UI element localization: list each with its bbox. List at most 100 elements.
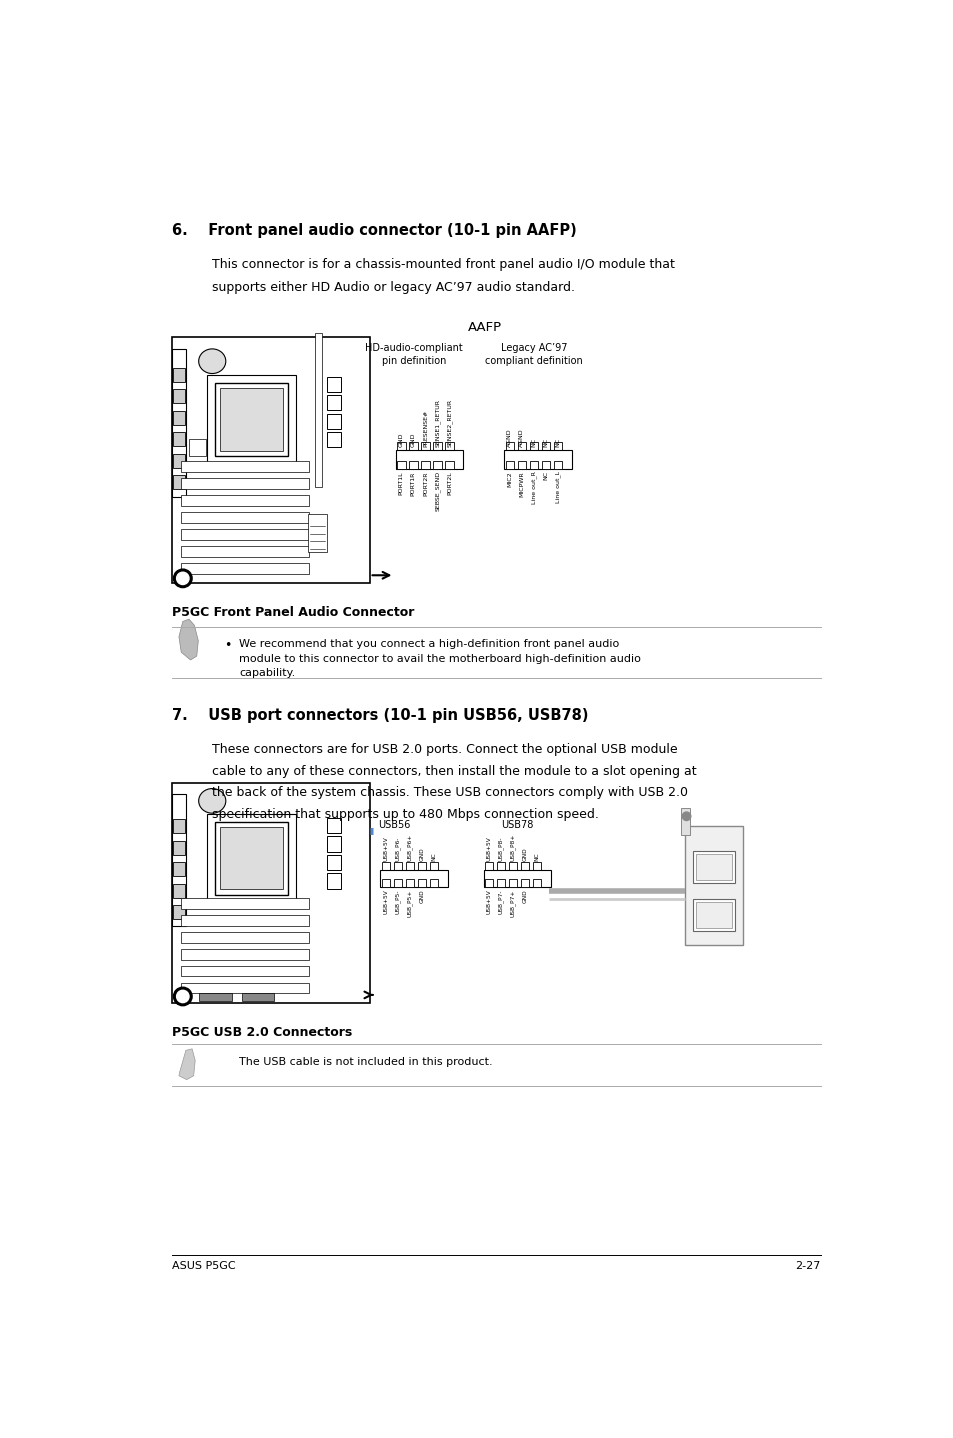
Bar xyxy=(429,880,437,887)
Polygon shape xyxy=(179,1048,195,1080)
Bar xyxy=(381,880,390,887)
Bar xyxy=(505,441,514,450)
Text: AAFP: AAFP xyxy=(468,321,501,334)
Bar xyxy=(409,462,417,469)
Bar xyxy=(541,462,550,469)
Text: AGND: AGND xyxy=(518,429,524,447)
Bar xyxy=(172,454,185,467)
Circle shape xyxy=(681,812,690,821)
Text: P5GC USB 2.0 Connectors: P5GC USB 2.0 Connectors xyxy=(172,1025,352,1038)
Text: Line out_R: Line out_R xyxy=(531,472,537,505)
Text: MIC2: MIC2 xyxy=(507,472,512,487)
Text: NC: NC xyxy=(543,439,548,447)
Bar xyxy=(445,462,454,469)
Bar xyxy=(181,479,309,489)
Bar xyxy=(172,368,185,381)
Bar xyxy=(680,808,690,835)
Bar xyxy=(517,462,525,469)
Text: PORT1R: PORT1R xyxy=(411,472,416,496)
Bar xyxy=(214,821,288,894)
Bar xyxy=(429,863,437,870)
Text: We recommend that you connect a high-definition front panel audio
module to this: We recommend that you connect a high-def… xyxy=(239,638,640,677)
Text: These connectors are for USB 2.0 ports. Connect the optional USB module: These connectors are for USB 2.0 ports. … xyxy=(212,743,678,756)
Text: USB+5V: USB+5V xyxy=(486,890,491,915)
Text: Legacy AC’97
compliant definition: Legacy AC’97 compliant definition xyxy=(484,342,582,365)
Text: Line out_L: Line out_L xyxy=(555,472,560,503)
Text: supports either HD Audio or legacy AC’97 audio standard.: supports either HD Audio or legacy AC’97… xyxy=(212,282,575,295)
Bar xyxy=(541,441,550,450)
Text: USB_P8+: USB_P8+ xyxy=(510,834,516,861)
Bar xyxy=(405,880,414,887)
Bar xyxy=(396,441,405,450)
Bar xyxy=(172,794,186,926)
Bar xyxy=(181,495,309,506)
Text: USB_P7+: USB_P7+ xyxy=(510,890,516,917)
Bar xyxy=(695,854,732,880)
Bar xyxy=(505,462,514,469)
Bar xyxy=(181,897,309,909)
Bar xyxy=(433,441,441,450)
Bar xyxy=(181,966,309,976)
Text: NC: NC xyxy=(555,439,559,447)
Bar xyxy=(395,450,463,469)
Text: USB_P8-: USB_P8- xyxy=(497,837,503,861)
Bar xyxy=(692,851,735,883)
Bar xyxy=(417,880,426,887)
Bar xyxy=(172,411,185,424)
Bar xyxy=(517,441,525,450)
Bar xyxy=(172,476,185,489)
Bar xyxy=(181,512,309,523)
Bar xyxy=(327,377,340,393)
Bar xyxy=(181,462,309,472)
Bar xyxy=(405,863,414,870)
Text: GND: GND xyxy=(398,433,403,447)
Bar xyxy=(172,784,369,1002)
Text: NC: NC xyxy=(543,472,548,480)
Text: 7.    USB port connectors (10-1 pin USB56, USB78): 7. USB port connectors (10-1 pin USB56, … xyxy=(172,709,588,723)
Bar xyxy=(181,932,309,942)
Bar xyxy=(172,820,185,833)
Circle shape xyxy=(173,569,192,588)
Bar xyxy=(532,863,540,870)
Bar xyxy=(484,863,493,870)
Bar xyxy=(307,513,327,552)
Text: NC: NC xyxy=(531,439,536,447)
Text: GND: GND xyxy=(419,847,424,861)
Bar xyxy=(394,863,402,870)
Bar xyxy=(420,441,429,450)
Text: USB_P6+: USB_P6+ xyxy=(407,834,413,861)
Bar xyxy=(327,854,340,870)
Bar xyxy=(181,529,309,539)
Bar xyxy=(692,899,735,930)
Bar xyxy=(327,835,340,851)
Ellipse shape xyxy=(198,349,226,374)
Bar xyxy=(420,462,429,469)
Text: The USB cable is not included in this product.: The USB cable is not included in this pr… xyxy=(239,1057,493,1067)
Bar xyxy=(181,562,309,574)
Text: USB78: USB78 xyxy=(500,820,533,830)
Bar xyxy=(396,462,405,469)
Bar xyxy=(220,388,282,450)
Bar xyxy=(214,383,288,456)
Bar xyxy=(394,880,402,887)
Text: USB+5V: USB+5V xyxy=(383,835,388,861)
Text: AGND: AGND xyxy=(507,429,512,447)
Bar xyxy=(327,818,340,833)
Bar xyxy=(684,825,742,945)
Text: USB_P6-: USB_P6- xyxy=(395,837,400,861)
Bar xyxy=(327,414,340,429)
Text: NC: NC xyxy=(431,853,436,861)
Text: GND: GND xyxy=(522,847,527,861)
Bar xyxy=(553,462,561,469)
Bar xyxy=(327,873,340,889)
Text: P5GC Front Panel Audio Connector: P5GC Front Panel Audio Connector xyxy=(172,605,414,620)
Bar xyxy=(508,880,517,887)
Bar xyxy=(181,915,309,926)
Text: This connector is for a chassis-mounted front panel audio I/O module that: This connector is for a chassis-mounted … xyxy=(212,257,675,270)
Bar xyxy=(172,390,185,403)
Bar xyxy=(181,546,309,557)
Bar xyxy=(497,863,505,870)
Circle shape xyxy=(176,572,189,584)
Bar xyxy=(172,433,185,446)
Bar xyxy=(409,441,417,450)
